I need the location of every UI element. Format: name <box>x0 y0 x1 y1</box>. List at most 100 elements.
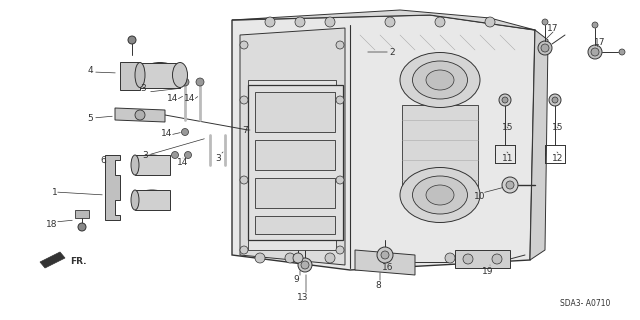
Bar <box>248 80 336 250</box>
Circle shape <box>502 177 518 193</box>
Bar <box>255 92 335 132</box>
Text: 15: 15 <box>552 123 564 132</box>
Ellipse shape <box>413 61 467 99</box>
Text: 3: 3 <box>142 150 148 159</box>
Circle shape <box>541 44 549 52</box>
Text: 5: 5 <box>87 114 93 123</box>
Circle shape <box>485 17 495 27</box>
Ellipse shape <box>134 155 170 175</box>
Circle shape <box>495 253 505 263</box>
Circle shape <box>381 251 389 259</box>
Circle shape <box>325 253 335 263</box>
Text: 19: 19 <box>483 267 493 276</box>
Text: 6: 6 <box>100 156 106 164</box>
Polygon shape <box>115 108 165 122</box>
Text: 13: 13 <box>297 292 308 301</box>
Polygon shape <box>105 155 120 220</box>
Polygon shape <box>120 62 140 90</box>
Circle shape <box>445 253 455 263</box>
Ellipse shape <box>400 167 480 222</box>
Circle shape <box>377 247 393 263</box>
Circle shape <box>463 254 473 264</box>
Circle shape <box>619 49 625 55</box>
Ellipse shape <box>134 190 170 210</box>
Polygon shape <box>232 15 535 270</box>
Circle shape <box>240 96 248 104</box>
Polygon shape <box>240 28 345 265</box>
Circle shape <box>135 110 145 120</box>
Circle shape <box>336 246 344 254</box>
Circle shape <box>499 94 511 106</box>
Text: SDA3- A0710: SDA3- A0710 <box>559 299 610 308</box>
Text: 17: 17 <box>547 23 559 33</box>
Circle shape <box>181 78 189 86</box>
Polygon shape <box>40 252 65 268</box>
Text: 2: 2 <box>389 47 395 57</box>
Bar <box>135 190 170 210</box>
Text: 17: 17 <box>595 37 605 46</box>
Circle shape <box>78 223 86 231</box>
Text: 16: 16 <box>382 263 394 273</box>
Text: 14: 14 <box>167 93 179 102</box>
Circle shape <box>196 78 204 86</box>
Ellipse shape <box>426 185 454 205</box>
Circle shape <box>285 253 295 263</box>
Text: FR.: FR. <box>70 258 86 267</box>
Circle shape <box>240 176 248 184</box>
Ellipse shape <box>135 62 145 87</box>
Text: 3: 3 <box>140 84 146 92</box>
Text: 14: 14 <box>184 93 196 102</box>
Circle shape <box>336 176 344 184</box>
Circle shape <box>128 36 136 44</box>
Circle shape <box>588 45 602 59</box>
Circle shape <box>301 261 309 269</box>
Ellipse shape <box>173 62 188 87</box>
Circle shape <box>385 17 395 27</box>
Circle shape <box>240 246 248 254</box>
Circle shape <box>542 19 548 25</box>
Text: 7: 7 <box>242 125 248 134</box>
Circle shape <box>435 17 445 27</box>
Circle shape <box>325 17 335 27</box>
Text: 18: 18 <box>46 220 58 228</box>
Circle shape <box>336 96 344 104</box>
Circle shape <box>182 129 189 135</box>
Circle shape <box>298 258 312 272</box>
Circle shape <box>255 253 265 263</box>
Circle shape <box>336 41 344 49</box>
Bar <box>135 155 170 175</box>
Text: 4: 4 <box>87 66 93 75</box>
Polygon shape <box>355 250 415 275</box>
Text: 14: 14 <box>177 157 189 166</box>
Text: 14: 14 <box>161 129 173 138</box>
Ellipse shape <box>400 52 480 108</box>
Polygon shape <box>455 250 510 268</box>
Text: 12: 12 <box>552 154 564 163</box>
Circle shape <box>184 151 191 158</box>
Text: 15: 15 <box>502 123 514 132</box>
Polygon shape <box>530 30 548 260</box>
Bar <box>402 105 478 190</box>
Ellipse shape <box>426 70 454 90</box>
Bar <box>75 210 89 218</box>
Circle shape <box>549 94 561 106</box>
Circle shape <box>502 97 508 103</box>
Circle shape <box>591 48 599 56</box>
Text: 11: 11 <box>502 154 514 163</box>
Text: 9: 9 <box>293 276 299 284</box>
Circle shape <box>265 17 275 27</box>
Circle shape <box>538 41 552 55</box>
Circle shape <box>506 181 514 189</box>
Bar <box>255 140 335 170</box>
Text: 8: 8 <box>375 281 381 290</box>
Ellipse shape <box>131 190 139 210</box>
Ellipse shape <box>140 62 180 87</box>
Bar <box>255 178 335 208</box>
Circle shape <box>592 22 598 28</box>
Ellipse shape <box>413 176 467 214</box>
Ellipse shape <box>131 155 139 175</box>
Circle shape <box>385 253 395 263</box>
Polygon shape <box>232 10 535 30</box>
Circle shape <box>295 17 305 27</box>
Circle shape <box>172 151 179 158</box>
